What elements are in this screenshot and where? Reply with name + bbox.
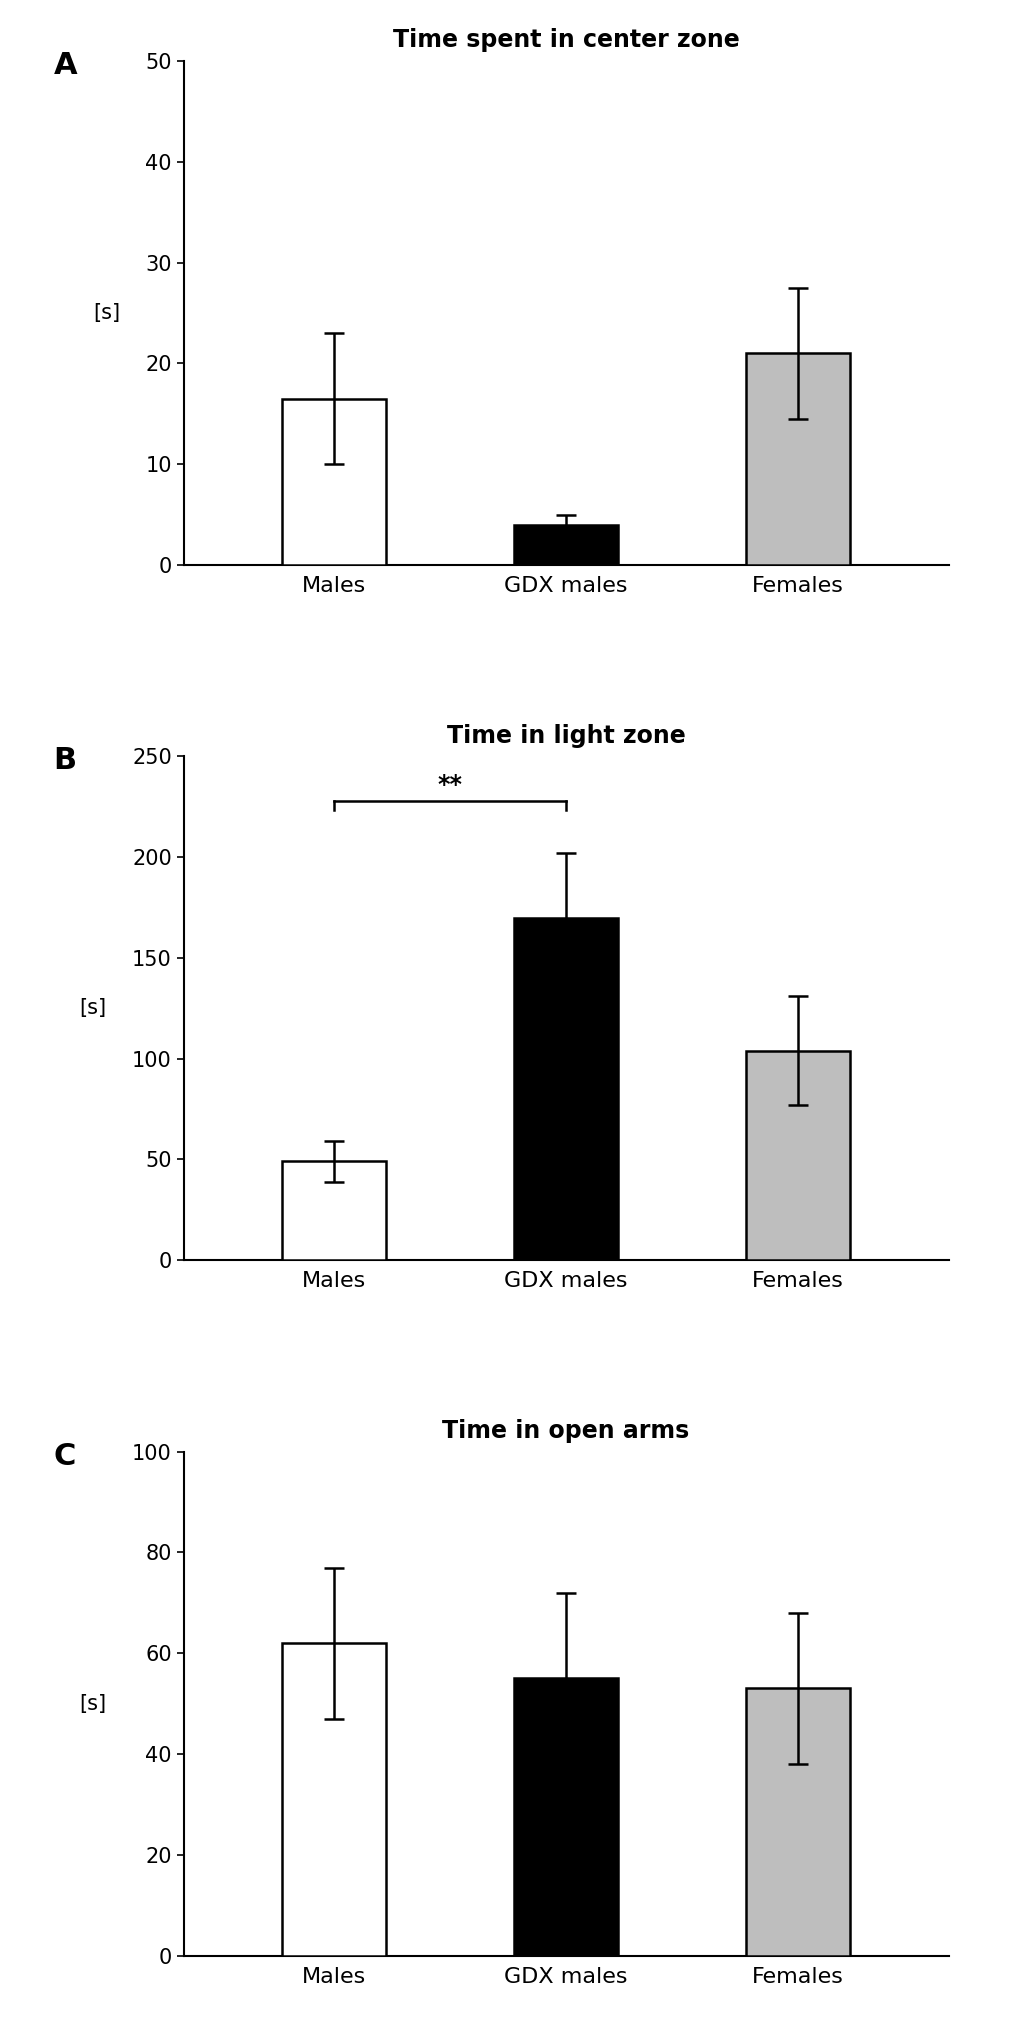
Bar [745, 1051, 849, 1261]
Bar [282, 399, 386, 564]
Y-axis label: [s]: [s] [79, 998, 107, 1018]
Bar [282, 1161, 386, 1261]
Bar [745, 352, 849, 564]
Text: **: ** [437, 772, 463, 796]
Bar [514, 917, 618, 1261]
Bar [514, 1678, 618, 1956]
Bar [514, 526, 618, 564]
Text: A: A [53, 51, 77, 79]
Bar [282, 1644, 386, 1956]
Y-axis label: [s]: [s] [93, 304, 120, 324]
Title: Time in open arms: Time in open arms [442, 1420, 689, 1442]
Text: C: C [53, 1442, 75, 1471]
Title: Time spent in center zone: Time spent in center zone [392, 29, 739, 53]
Bar [745, 1689, 849, 1956]
Y-axis label: [s]: [s] [79, 1693, 107, 1713]
Title: Time in light zone: Time in light zone [446, 723, 685, 748]
Text: B: B [53, 746, 76, 776]
